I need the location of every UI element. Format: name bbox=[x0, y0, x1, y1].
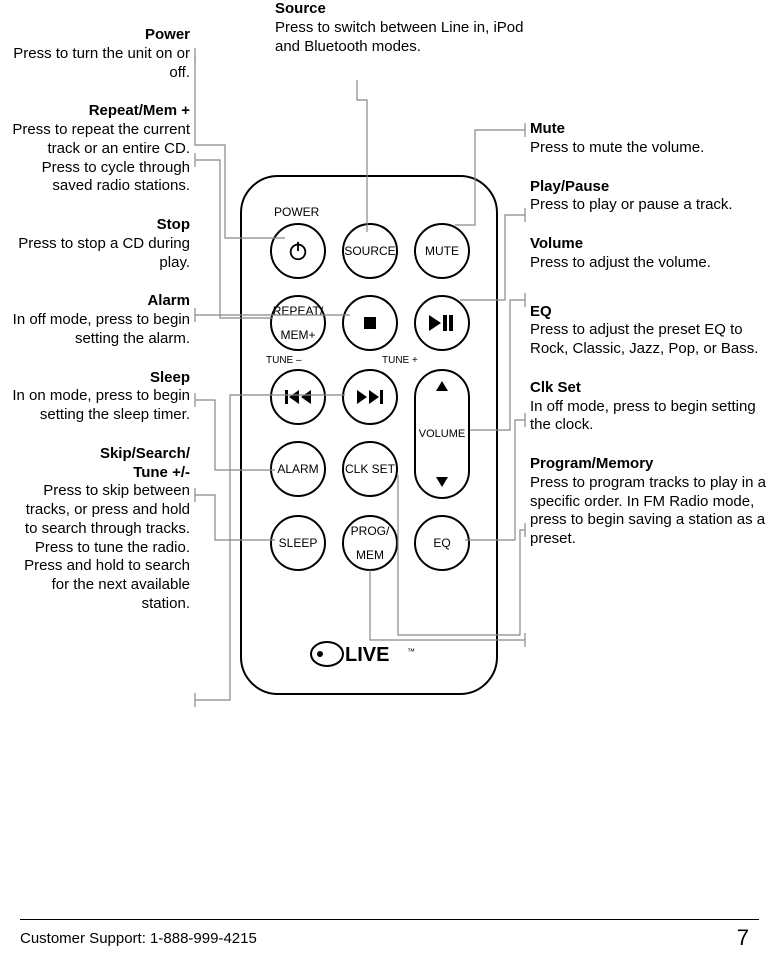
callout-clk: Clk Set In off mode, press to begin sett… bbox=[530, 379, 770, 435]
callout-repeat: Repeat/Mem + Press to repeat the current… bbox=[10, 102, 190, 196]
callout-power-body: Press to turn the unit on or off. bbox=[13, 45, 190, 81]
callout-prog-body: Press to program tracks to play in a spe… bbox=[530, 474, 766, 547]
volume-label: VOLUME bbox=[419, 428, 465, 440]
callout-prog-title: Program/Memory bbox=[530, 455, 653, 472]
clk-set-button[interactable]: CLK SET bbox=[342, 441, 398, 497]
stop-button[interactable] bbox=[342, 295, 398, 351]
page: Power Press to turn the unit on or off. … bbox=[0, 0, 779, 965]
eq-button-label: EQ bbox=[433, 537, 450, 549]
callout-skip-title2: Tune +/- bbox=[133, 464, 190, 481]
callout-play-title: Play/Pause bbox=[530, 178, 609, 195]
skip-forward-icon bbox=[357, 390, 383, 404]
volume-up-icon bbox=[436, 381, 448, 391]
skip-back-icon bbox=[285, 390, 311, 404]
page-number: 7 bbox=[737, 925, 749, 951]
callout-prog: Program/Memory Press to program tracks t… bbox=[530, 455, 770, 549]
tune-plus-label: TUNE + bbox=[382, 355, 418, 366]
prog-mem-button[interactable]: PROG/ MEM bbox=[342, 515, 398, 571]
callout-volume-title: Volume bbox=[530, 235, 583, 252]
prog-line2: MEM bbox=[351, 549, 390, 561]
callout-skip-body: Press to skip between tracks, or press a… bbox=[24, 482, 190, 612]
skip-back-button[interactable] bbox=[270, 369, 326, 425]
repeat-mem-button[interactable]: REPEAT/ MEM+ bbox=[270, 295, 326, 351]
callout-volume-body: Press to adjust the volume. bbox=[530, 254, 711, 271]
callout-stop-title: Stop bbox=[157, 216, 190, 233]
power-icon bbox=[287, 240, 309, 262]
callout-clk-body: In off mode, press to begin setting the … bbox=[530, 398, 756, 434]
callout-repeat-body: Press to repeat the current track or an … bbox=[12, 121, 190, 194]
power-button[interactable] bbox=[270, 223, 326, 279]
sleep-button-label: SLEEP bbox=[279, 537, 318, 549]
mute-button-label: MUTE bbox=[425, 245, 459, 257]
callout-volume: Volume Press to adjust the volume. bbox=[530, 235, 770, 273]
sleep-button[interactable]: SLEEP bbox=[270, 515, 326, 571]
alarm-button-label: ALARM bbox=[277, 463, 318, 475]
callout-stop: Stop Press to stop a CD during play. bbox=[10, 216, 190, 272]
callout-eq: EQ Press to adjust the preset EQ to Rock… bbox=[530, 303, 770, 359]
callout-alarm-title: Alarm bbox=[147, 292, 190, 309]
skip-forward-button[interactable] bbox=[342, 369, 398, 425]
play-pause-icon bbox=[429, 315, 455, 331]
tune-minus-label: TUNE – bbox=[266, 355, 302, 366]
callout-eq-body: Press to adjust the preset EQ to Rock, C… bbox=[530, 321, 758, 357]
svg-text:LIVE: LIVE bbox=[345, 644, 389, 666]
callout-sleep: Sleep In on mode, press to begin setting… bbox=[10, 369, 190, 425]
repeat-line2: MEM+ bbox=[273, 329, 323, 341]
callout-mute-title: Mute bbox=[530, 120, 565, 137]
clk-set-button-label: CLK SET bbox=[345, 463, 395, 475]
callout-mute: Mute Press to mute the volume. bbox=[530, 120, 770, 158]
callout-play: Play/Pause Press to play or pause a trac… bbox=[530, 178, 770, 216]
callout-eq-title: EQ bbox=[530, 303, 552, 320]
callout-skip: Skip/Search/ Tune +/- Press to skip betw… bbox=[10, 445, 190, 614]
prog-mem-label: PROG/ MEM bbox=[351, 525, 390, 561]
callout-power-title: Power bbox=[145, 26, 190, 43]
repeat-mem-label: REPEAT/ MEM+ bbox=[273, 305, 323, 341]
eq-button[interactable]: EQ bbox=[414, 515, 470, 571]
callout-power: Power Press to turn the unit on or off. bbox=[10, 26, 190, 82]
callout-source-body: Press to switch between Line in, iPod an… bbox=[275, 19, 523, 55]
callout-stop-body: Press to stop a CD during play. bbox=[18, 235, 190, 271]
callout-alarm: Alarm In off mode, press to begin settin… bbox=[10, 292, 190, 348]
volume-rocker[interactable]: VOLUME bbox=[414, 369, 470, 499]
callout-alarm-body: In off mode, press to begin setting the … bbox=[13, 311, 190, 347]
footer-support: Customer Support: 1-888-999-4215 bbox=[20, 930, 257, 947]
mute-button[interactable]: MUTE bbox=[414, 223, 470, 279]
source-button[interactable]: SOURCE bbox=[342, 223, 398, 279]
footer-rule bbox=[20, 919, 759, 920]
play-pause-button[interactable] bbox=[414, 295, 470, 351]
right-callouts: Mute Press to mute the volume. Play/Paus… bbox=[530, 120, 770, 569]
callout-skip-title: Skip/Search/ bbox=[100, 445, 190, 462]
power-label: POWER bbox=[274, 205, 319, 219]
ilive-logo: LIVE ™ bbox=[309, 639, 429, 669]
stop-icon bbox=[362, 315, 378, 331]
callout-play-body: Press to play or pause a track. bbox=[530, 196, 733, 213]
callout-source-title: Source bbox=[275, 0, 326, 17]
ilive-logo-icon: LIVE ™ bbox=[309, 640, 429, 668]
svg-text:™: ™ bbox=[407, 647, 415, 656]
callout-clk-title: Clk Set bbox=[530, 379, 581, 396]
left-callouts: Power Press to turn the unit on or off. … bbox=[10, 26, 190, 634]
alarm-button[interactable]: ALARM bbox=[270, 441, 326, 497]
callout-source: Source Press to switch between Line in, … bbox=[275, 0, 525, 56]
callout-sleep-body: In on mode, press to begin setting the s… bbox=[12, 387, 190, 423]
callout-sleep-title: Sleep bbox=[150, 369, 190, 386]
volume-down-icon bbox=[436, 477, 448, 487]
callout-mute-body: Press to mute the volume. bbox=[530, 139, 704, 156]
source-button-label: SOURCE bbox=[344, 245, 395, 257]
repeat-line1: REPEAT/ bbox=[273, 305, 323, 317]
prog-line1: PROG/ bbox=[351, 525, 390, 537]
remote-body: POWER SOURCE MUTE REPEAT/ MEM+ TUNE – TU… bbox=[240, 175, 498, 695]
callout-repeat-title: Repeat/Mem + bbox=[89, 102, 190, 119]
